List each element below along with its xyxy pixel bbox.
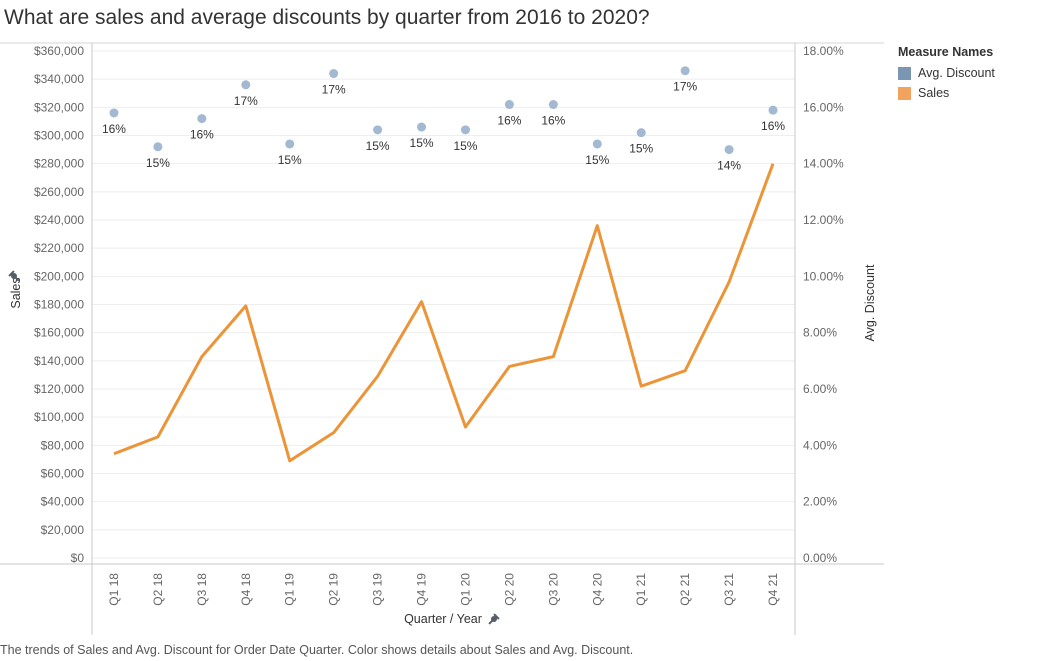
discount-point[interactable]: [548, 100, 558, 110]
y2-tick-label: 14.00%: [803, 157, 844, 171]
x-tick-label: Q2 20: [502, 573, 516, 606]
y-tick-label: $200,000: [34, 269, 84, 283]
y-pin-icon[interactable]: [8, 270, 21, 283]
series-line-sales[interactable]: [113, 163, 775, 463]
y-tick-label: $360,000: [34, 44, 84, 58]
y2-tick-label: 4.00%: [803, 438, 837, 452]
data-label: 16%: [761, 119, 785, 133]
y-tick-label: $180,000: [34, 298, 84, 312]
data-label: 16%: [541, 114, 565, 128]
y-tick-label: $320,000: [34, 100, 84, 114]
y-axis-label: Sales: [9, 277, 23, 308]
x-tick-label: Q3 18: [195, 573, 209, 606]
y-tick-label: $340,000: [34, 72, 84, 86]
x-tick-label: Q4 20: [590, 573, 604, 606]
discount-point[interactable]: [109, 108, 119, 118]
y-tick-label: $120,000: [34, 382, 84, 396]
discount-point[interactable]: [373, 125, 383, 135]
x-tick-label: Q2 18: [151, 573, 165, 606]
y2-axis-label: Avg. Discount: [863, 264, 877, 341]
x-pin-icon[interactable]: [487, 613, 500, 626]
x-tick-label: Q2 19: [327, 573, 341, 606]
y2-tick-label: 16.00%: [803, 100, 844, 114]
discount-point[interactable]: [197, 114, 207, 124]
y2-tick-label: 18.00%: [803, 44, 844, 58]
data-label: 14%: [717, 159, 741, 173]
y2-tick-label: 12.00%: [803, 213, 844, 227]
discount-point[interactable]: [768, 105, 778, 115]
data-label: 16%: [102, 122, 126, 136]
legend-item-sales[interactable]: Sales: [898, 83, 995, 103]
x-axis-label: Quarter / Year: [404, 612, 482, 626]
x-tick-label: Q3 20: [546, 573, 560, 606]
data-label: 17%: [234, 94, 258, 108]
data-label: 15%: [366, 139, 390, 153]
discount-point[interactable]: [636, 128, 646, 138]
data-label: 15%: [410, 136, 434, 150]
y-tick-label: $140,000: [34, 354, 84, 368]
data-label: 17%: [673, 80, 697, 94]
chart-caption: The trends of Sales and Avg. Discount fo…: [0, 643, 634, 657]
y-tick-label: $260,000: [34, 185, 84, 199]
y-tick-label: $160,000: [34, 326, 84, 340]
discount-point[interactable]: [724, 145, 734, 155]
x-tick-label: Q1 18: [107, 573, 121, 606]
y2-tick-label: 8.00%: [803, 326, 837, 340]
x-tick-label: Q4 19: [415, 573, 429, 606]
discount-point[interactable]: [153, 142, 163, 152]
legend-swatch: [898, 66, 911, 80]
data-label: 16%: [190, 128, 214, 142]
y2-tick-label: 6.00%: [803, 382, 837, 396]
chart-title: What are sales and average discounts by …: [4, 6, 650, 29]
data-label: 15%: [278, 153, 302, 167]
y-tick-label: $80,000: [41, 438, 85, 452]
legend: Measure Names Avg. Discount Sales: [898, 45, 995, 103]
discount-point[interactable]: [241, 80, 251, 90]
y-tick-label: $100,000: [34, 410, 84, 424]
discount-point[interactable]: [329, 69, 339, 79]
discount-point[interactable]: [285, 139, 295, 149]
y-tick-label: $20,000: [41, 523, 85, 537]
x-tick-label: Q1 19: [283, 573, 297, 606]
legend-label: Sales: [918, 86, 950, 100]
data-label: 15%: [585, 153, 609, 167]
y2-tick-label: 0.00%: [803, 551, 837, 565]
x-tick-label: Q3 19: [371, 573, 385, 606]
y-tick-label: $280,000: [34, 157, 84, 171]
x-tick-label: Q1 21: [634, 573, 648, 606]
y-tick-label: $240,000: [34, 213, 84, 227]
y-tick-label: $300,000: [34, 129, 84, 143]
discount-point[interactable]: [417, 122, 427, 132]
legend-label: Avg. Discount: [918, 66, 995, 80]
discount-point[interactable]: [592, 139, 602, 149]
y-tick-label: $0: [71, 551, 85, 565]
y-tick-label: $220,000: [34, 241, 84, 255]
discount-point[interactable]: [460, 125, 470, 135]
legend-swatch: [898, 86, 911, 100]
y-tick-label: $40,000: [41, 495, 85, 509]
y2-tick-label: 2.00%: [803, 495, 837, 509]
data-label: 17%: [322, 83, 346, 97]
legend-item-avg-discount[interactable]: Avg. Discount: [898, 63, 995, 83]
discount-point[interactable]: [504, 100, 514, 110]
data-label: 15%: [146, 156, 170, 170]
data-label: 16%: [497, 114, 521, 128]
x-tick-label: Q3 21: [722, 573, 736, 606]
legend-title: Measure Names: [898, 45, 994, 59]
data-label: 15%: [629, 142, 653, 156]
data-label: 15%: [453, 139, 477, 153]
y2-tick-label: 10.00%: [803, 269, 844, 283]
discount-point[interactable]: [680, 66, 690, 76]
x-tick-label: Q1 20: [458, 573, 472, 606]
x-tick-label: Q4 18: [239, 573, 253, 606]
x-tick-label: Q4 21: [766, 573, 780, 606]
x-tick-label: Q2 21: [678, 573, 692, 606]
y-tick-label: $60,000: [41, 467, 85, 481]
